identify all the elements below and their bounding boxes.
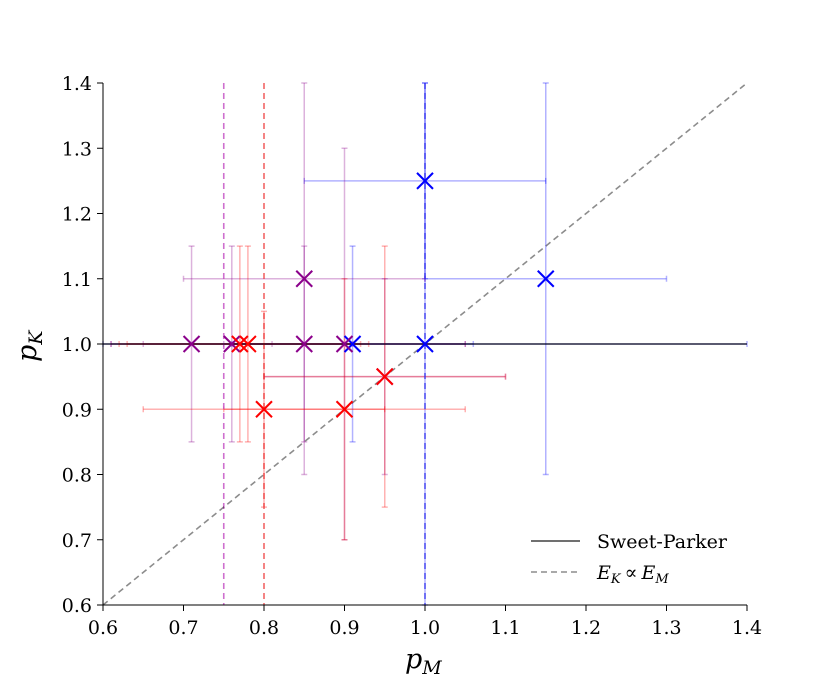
y-axis-label-main: p [12,345,43,362]
legend: Sweet-Parker EK ∝ EM [531,531,728,587]
blue-point-stroke [416,172,434,190]
red-point [255,400,273,418]
legend-ek: E [596,562,611,584]
x-tick-label: 0.9 [329,617,359,639]
legend-sweet-parker-label: Sweet-Parker [597,531,728,553]
y-tick-label: 0.8 [62,465,92,487]
purple-point [335,335,354,353]
purple-point [182,335,201,353]
y-axis-label-sub: K [25,329,47,346]
y-tick-label: 0.6 [62,595,92,617]
legend-ek-sub: K [610,572,622,587]
x-tick-label: 0.7 [168,617,198,639]
x-ticks: 0.6 0.7 0.8 0.9 1.0 1.1 1.2 1.3 1.4 [88,605,762,639]
x-tick-label: 1.1 [490,617,520,639]
red-point [239,335,257,353]
red-point [376,367,394,386]
x-axis-label-main: p [405,644,422,675]
red-point [335,400,354,418]
purple-point [223,335,241,353]
purple-point-stroke [335,335,354,353]
red-point-stroke [376,367,394,386]
y-axis-label: pK [12,329,47,362]
blue-point [343,335,362,353]
x-tick-label: 1.0 [410,617,440,639]
red-point-stroke [255,400,273,418]
purple-point-stroke [223,335,241,353]
purple-point [295,270,313,288]
y-tick-label: 1.4 [62,73,92,95]
red-point-stroke [231,335,249,353]
y-tick-label: 1.3 [62,138,92,160]
legend-proportional-label: EK ∝ EM [596,562,669,587]
x-tick-label: 1.2 [571,617,601,639]
x-tick-label: 1.3 [651,617,681,639]
red-point-stroke [335,400,354,418]
blue-point [416,172,434,190]
purple-point [295,335,313,353]
red-point [231,335,249,353]
blue-point-stroke [343,335,362,353]
x-tick-label: 0.6 [88,617,118,639]
legend-em-sub: M [654,572,669,587]
purple-point-stroke [182,335,201,353]
purple-point-stroke [295,270,313,288]
red-point-stroke [239,335,257,353]
x-tick-label: 0.8 [249,617,279,639]
y-ticks: 0.6 0.7 0.8 0.9 1.0 1.1 1.2 1.3 1.4 [62,73,103,617]
y-tick-label: 1.1 [62,269,92,291]
x-tick-label: 1.4 [732,617,762,639]
y-tick-label: 0.7 [62,530,92,552]
data-markers [182,172,555,418]
y-tick-label: 1.0 [62,334,92,356]
legend-prop-symbol: ∝ [625,562,638,584]
blue-point-stroke [416,335,434,353]
blue-point-stroke [537,270,555,288]
legend-em: E [640,562,655,584]
purple-point-stroke [295,335,313,353]
y-tick-label: 0.9 [62,399,92,421]
blue-point [416,335,434,353]
x-axis-label-sub: M [421,657,442,679]
x-axis-label: pM [405,644,442,679]
y-tick-label: 1.2 [62,204,92,226]
blue-point [537,270,555,288]
